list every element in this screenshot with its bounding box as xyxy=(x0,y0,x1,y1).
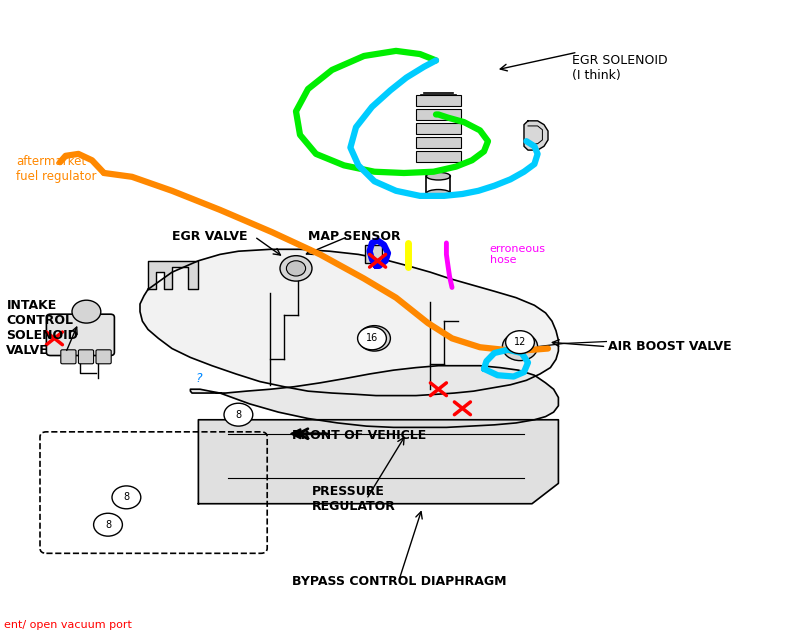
Circle shape xyxy=(94,513,122,536)
Circle shape xyxy=(224,403,253,426)
Circle shape xyxy=(358,327,386,350)
Text: 16: 16 xyxy=(366,333,378,343)
FancyBboxPatch shape xyxy=(416,151,461,162)
Text: FRONT OF VEHICLE: FRONT OF VEHICLE xyxy=(292,429,426,442)
FancyBboxPatch shape xyxy=(416,137,461,148)
Circle shape xyxy=(280,256,312,281)
Circle shape xyxy=(502,333,538,361)
Circle shape xyxy=(510,339,530,354)
Text: ent/ open vacuum port: ent/ open vacuum port xyxy=(4,619,132,630)
Circle shape xyxy=(286,261,306,276)
Text: PRESSURE
REGULATOR: PRESSURE REGULATOR xyxy=(312,485,396,513)
Polygon shape xyxy=(140,249,558,396)
Circle shape xyxy=(112,486,141,509)
FancyBboxPatch shape xyxy=(46,314,114,356)
Circle shape xyxy=(358,326,390,351)
Text: 8: 8 xyxy=(235,410,242,420)
Text: ?: ? xyxy=(195,372,202,385)
Polygon shape xyxy=(148,261,198,289)
Text: aftermarket
fuel regulator: aftermarket fuel regulator xyxy=(16,155,97,183)
Polygon shape xyxy=(524,121,548,150)
Text: BYPASS CONTROL DIAPHRAGM: BYPASS CONTROL DIAPHRAGM xyxy=(292,576,506,588)
FancyBboxPatch shape xyxy=(416,123,461,134)
Text: 12: 12 xyxy=(514,337,526,347)
Text: erroneous
hose: erroneous hose xyxy=(490,244,546,265)
Text: 8: 8 xyxy=(105,520,111,530)
Polygon shape xyxy=(198,420,558,504)
Text: INTAKE
CONTROL
SOLENOID
VALVE: INTAKE CONTROL SOLENOID VALVE xyxy=(6,298,78,357)
FancyBboxPatch shape xyxy=(78,350,94,364)
Ellipse shape xyxy=(426,172,450,180)
FancyBboxPatch shape xyxy=(96,350,111,364)
FancyBboxPatch shape xyxy=(365,245,382,263)
Text: EGR VALVE: EGR VALVE xyxy=(172,230,247,243)
Text: MAP SENSOR: MAP SENSOR xyxy=(308,230,401,243)
Polygon shape xyxy=(190,366,558,427)
FancyBboxPatch shape xyxy=(416,109,461,120)
Text: AIR BOOST VALVE: AIR BOOST VALVE xyxy=(608,340,732,353)
FancyBboxPatch shape xyxy=(416,95,461,106)
Ellipse shape xyxy=(426,190,450,197)
Circle shape xyxy=(365,331,384,346)
Circle shape xyxy=(506,331,534,354)
Text: 8: 8 xyxy=(123,492,130,502)
Text: EGR SOLENOID
(I think): EGR SOLENOID (I think) xyxy=(572,54,668,82)
Circle shape xyxy=(72,300,101,323)
FancyBboxPatch shape xyxy=(61,350,76,364)
